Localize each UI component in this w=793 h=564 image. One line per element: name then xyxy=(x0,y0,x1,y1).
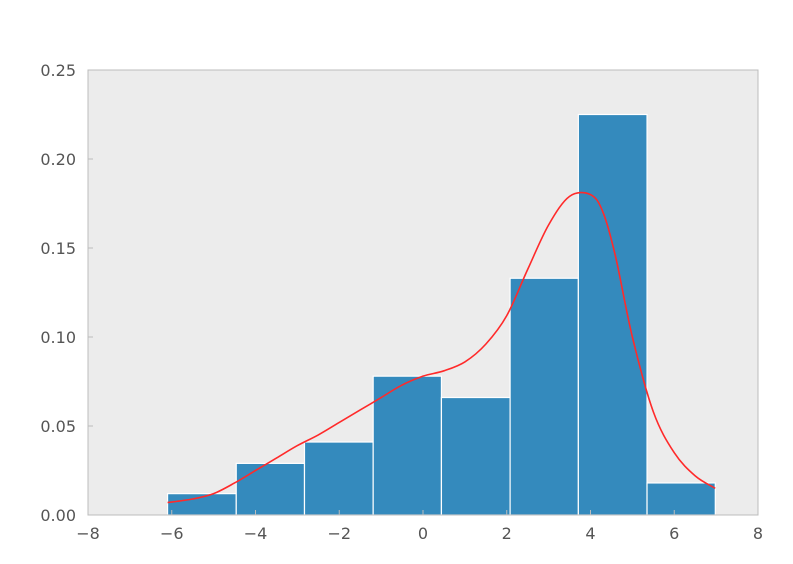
histogram-bar xyxy=(235,462,306,516)
x-tick-label: −4 xyxy=(244,524,268,543)
y-tick-label: 0.10 xyxy=(40,328,76,347)
x-tick-label: 0 xyxy=(418,524,428,543)
y-tick-label: 0.00 xyxy=(40,506,76,525)
x-tick-label: −8 xyxy=(76,524,100,543)
y-tick-label: 0.15 xyxy=(40,239,76,258)
x-tick-label: −6 xyxy=(160,524,184,543)
x-tick-label: 8 xyxy=(753,524,763,543)
histogram-bar xyxy=(440,396,511,516)
x-tick-label: 4 xyxy=(585,524,595,543)
x-tick-label: 6 xyxy=(669,524,679,543)
y-tick-label: 0.20 xyxy=(40,150,76,169)
x-tick-label: −2 xyxy=(327,524,351,543)
histogram-bar xyxy=(646,482,716,516)
x-tick-label: 2 xyxy=(502,524,512,543)
y-tick-label: 0.25 xyxy=(40,61,76,80)
y-tick-label: 0.05 xyxy=(40,417,76,436)
x-axis-ticks: −8 −6 −4 −2 0 2 4 6 8 xyxy=(76,510,763,543)
density-curve xyxy=(167,191,716,504)
histogram-bar xyxy=(509,277,579,516)
histogram-bar xyxy=(303,441,374,516)
histogram-bar xyxy=(577,113,648,516)
y-axis-ticks: 0.00 0.05 0.10 0.15 0.20 0.25 xyxy=(40,61,93,525)
histogram-bars xyxy=(166,113,716,516)
